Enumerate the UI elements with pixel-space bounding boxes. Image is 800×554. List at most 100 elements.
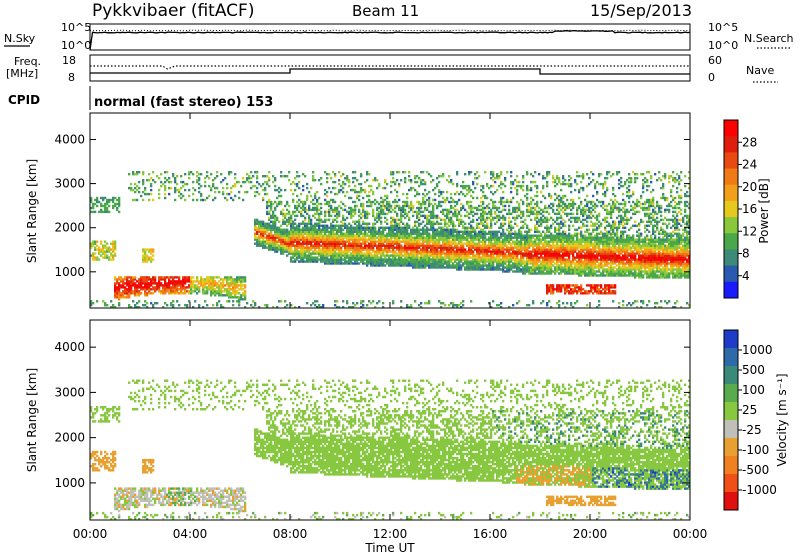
power-cell bbox=[400, 264, 403, 267]
power-cell bbox=[464, 250, 467, 253]
power-cell bbox=[390, 240, 393, 243]
power-cell bbox=[520, 244, 523, 247]
power-cell bbox=[496, 216, 499, 220]
power-cell bbox=[406, 196, 409, 200]
power-cell bbox=[308, 230, 311, 233]
power-cell bbox=[380, 238, 383, 241]
power-cell bbox=[400, 220, 403, 223]
power-cell bbox=[322, 224, 325, 227]
power-cell bbox=[318, 218, 321, 222]
power-cell bbox=[470, 250, 473, 253]
power-cell bbox=[476, 248, 479, 251]
power-cell bbox=[436, 238, 439, 241]
power-cell bbox=[424, 264, 427, 267]
power-cell bbox=[528, 252, 531, 255]
power-cell bbox=[234, 173, 237, 176]
power-cell bbox=[178, 278, 181, 281]
power-cell bbox=[338, 234, 341, 237]
power-cell bbox=[254, 171, 257, 174]
power-cell bbox=[216, 302, 219, 305]
power-cell bbox=[308, 226, 311, 229]
power-cell bbox=[296, 236, 299, 239]
power-cell bbox=[460, 266, 463, 269]
power-cell bbox=[370, 184, 373, 188]
power-cell bbox=[202, 286, 205, 289]
power-cell bbox=[456, 306, 459, 309]
power-cell bbox=[188, 280, 191, 283]
power-cell bbox=[334, 304, 337, 307]
power-cell bbox=[394, 258, 397, 261]
power-cell bbox=[364, 188, 367, 192]
power-cell bbox=[336, 230, 339, 233]
power-cell bbox=[490, 177, 493, 180]
power-cell bbox=[406, 256, 409, 259]
power-cell bbox=[378, 218, 381, 222]
power-cell bbox=[380, 254, 383, 257]
power-cell bbox=[232, 184, 235, 188]
power-cell bbox=[382, 254, 385, 257]
power-cell bbox=[438, 300, 441, 303]
power-cell bbox=[264, 188, 267, 192]
power-cell bbox=[542, 236, 545, 239]
power-cell bbox=[296, 224, 299, 227]
power-cell bbox=[394, 240, 397, 243]
power-cell bbox=[344, 194, 347, 198]
power-cell bbox=[510, 180, 513, 184]
power-cell bbox=[104, 202, 107, 206]
power-cell bbox=[450, 302, 453, 305]
power-cell bbox=[484, 218, 487, 222]
power-cell bbox=[372, 242, 375, 245]
power-cell bbox=[424, 224, 427, 227]
power-cell bbox=[392, 173, 395, 176]
power-cell bbox=[500, 264, 503, 267]
power-cell bbox=[130, 306, 133, 309]
power-cell bbox=[328, 218, 331, 222]
power-cell bbox=[334, 236, 337, 239]
power-cell bbox=[112, 240, 115, 243]
power-cell bbox=[462, 220, 465, 223]
power-cell bbox=[324, 242, 327, 245]
power-cell bbox=[314, 228, 317, 231]
power-cell bbox=[362, 240, 365, 243]
power-cell bbox=[452, 198, 455, 202]
power-cell bbox=[298, 222, 301, 225]
power-cell bbox=[270, 242, 273, 245]
power-cell bbox=[478, 222, 481, 225]
power-cell bbox=[416, 246, 419, 249]
power-cell bbox=[164, 286, 167, 289]
power-cell bbox=[202, 284, 205, 287]
power-cell bbox=[352, 250, 355, 253]
power-cell bbox=[118, 278, 121, 281]
power-cell bbox=[506, 236, 509, 239]
power-cell bbox=[254, 228, 257, 231]
power-cell bbox=[314, 246, 317, 249]
power-cell bbox=[508, 208, 511, 212]
power-cell bbox=[514, 246, 517, 249]
power-cell bbox=[470, 268, 473, 271]
power-cell bbox=[142, 250, 145, 253]
power-cell bbox=[466, 242, 469, 245]
power-cell bbox=[310, 238, 313, 241]
power-cell bbox=[378, 264, 381, 267]
power-cell bbox=[330, 240, 333, 243]
power-cell bbox=[92, 254, 95, 257]
power-cell bbox=[274, 222, 277, 225]
power-cell bbox=[330, 256, 333, 259]
power-cell bbox=[212, 179, 215, 182]
power-cell bbox=[514, 252, 517, 255]
power-cell bbox=[538, 272, 541, 275]
power-cell bbox=[428, 190, 431, 194]
power-cell bbox=[130, 186, 133, 190]
power-cell bbox=[442, 226, 445, 229]
power-cell bbox=[442, 244, 445, 247]
power-cell bbox=[372, 300, 375, 303]
power-cell bbox=[392, 254, 395, 257]
power-cell bbox=[494, 200, 497, 204]
power-cell bbox=[438, 230, 441, 233]
power-cell bbox=[278, 244, 281, 247]
power-cell bbox=[398, 222, 401, 225]
freq-panel-frame bbox=[89, 54, 691, 82]
power-cell bbox=[436, 206, 439, 210]
power-cell bbox=[396, 240, 399, 243]
power-cell bbox=[378, 256, 381, 259]
